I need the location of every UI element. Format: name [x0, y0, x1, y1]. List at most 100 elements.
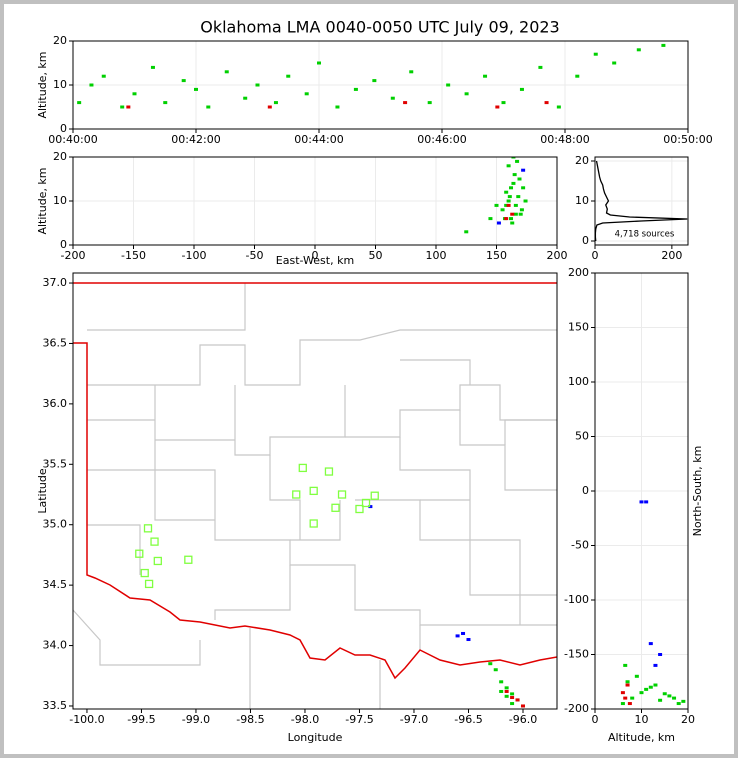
y-tick-label: -100 — [564, 593, 589, 606]
source — [510, 212, 515, 216]
y-tick-label: 35.0 — [43, 518, 68, 531]
x-tick-label: 00:42:00 — [171, 133, 220, 146]
source — [510, 702, 515, 706]
source — [575, 74, 580, 78]
source — [625, 683, 630, 687]
y-tick-label: 10 — [53, 194, 67, 207]
source — [504, 689, 509, 693]
map-base — [73, 282, 557, 709]
x-tick-label: -96.0 — [509, 713, 537, 726]
y-tick-label: 35.5 — [43, 457, 68, 470]
source — [286, 74, 291, 78]
y-tick-label: 20 — [53, 34, 67, 47]
source — [89, 83, 94, 87]
source — [644, 687, 649, 691]
source — [513, 203, 518, 207]
chart-title: Oklahoma LMA 0040-0050 UTC July 09, 2023 — [200, 18, 559, 37]
source — [504, 686, 509, 690]
station — [153, 556, 162, 566]
source — [304, 92, 309, 96]
y-tick-label: 20 — [575, 154, 589, 167]
y-tick-label: 0 — [582, 484, 589, 497]
x-tick-label: 150 — [486, 249, 507, 262]
source — [455, 634, 460, 638]
y-tick-label: 200 — [568, 266, 589, 279]
x-tick-label: 0 — [592, 713, 599, 726]
source — [496, 221, 501, 225]
station — [309, 486, 318, 496]
y-tick-label: 33.5 — [43, 699, 68, 712]
source — [518, 212, 523, 216]
y-tick-label: 34.0 — [43, 639, 68, 652]
source — [625, 680, 630, 684]
source — [511, 181, 516, 185]
x-tick-label: -99.5 — [127, 713, 155, 726]
source — [644, 500, 649, 504]
source — [515, 159, 520, 163]
y-axis-label: Altitude, km — [36, 51, 49, 118]
x-tick-label: 0 — [312, 249, 319, 262]
source — [464, 230, 469, 234]
source — [634, 674, 639, 678]
x-tick-label: -100 — [182, 249, 207, 262]
source — [77, 101, 82, 105]
x-tick-label: 200 — [661, 249, 682, 262]
source — [403, 101, 408, 105]
y-tick-label: 0 — [60, 238, 67, 251]
axes-frame — [72, 156, 558, 246]
source — [515, 698, 520, 702]
y-tick-label: -50 — [571, 539, 589, 552]
y-tick-label: 36.0 — [43, 397, 68, 410]
source — [506, 164, 511, 168]
x-tick-label: -96.5 — [454, 713, 482, 726]
source — [516, 195, 521, 199]
x-tick-label: -200 — [61, 249, 86, 262]
source — [368, 505, 373, 509]
source — [495, 105, 500, 109]
x-tick-label: 50 — [369, 249, 383, 262]
station — [144, 579, 154, 589]
source — [353, 87, 358, 91]
x-tick-label: 00:44:00 — [294, 133, 343, 146]
source — [493, 668, 498, 672]
x-tick-label: -97.5 — [345, 713, 373, 726]
source — [627, 702, 632, 706]
station — [150, 537, 159, 546]
source — [630, 696, 635, 700]
x-tick-label: 100 — [426, 249, 447, 262]
y-tick-label: 100 — [568, 375, 589, 388]
y-tick-label: -200 — [564, 702, 589, 715]
station — [370, 491, 379, 500]
station — [143, 524, 153, 533]
axes-frame — [72, 272, 558, 710]
x-tick-label: -99.0 — [182, 713, 210, 726]
source — [658, 698, 663, 702]
source — [521, 168, 526, 172]
source — [648, 685, 653, 689]
x-tick-label: 10 — [635, 713, 649, 726]
station — [309, 519, 318, 528]
source — [488, 217, 493, 221]
source — [335, 105, 340, 109]
source — [120, 105, 125, 109]
station — [135, 549, 144, 558]
source — [653, 683, 658, 687]
source — [194, 87, 198, 91]
station — [355, 504, 364, 514]
source — [488, 662, 493, 666]
y-tick-label: 10 — [575, 194, 589, 207]
x-tick-label: 20 — [681, 713, 695, 726]
station — [361, 498, 371, 508]
y-tick-label: 10 — [53, 78, 67, 91]
source — [317, 61, 321, 65]
source — [150, 65, 155, 69]
y-tick-label: 0 — [582, 234, 589, 247]
source — [510, 696, 515, 700]
source — [206, 105, 211, 109]
x-tick-label: 00:40:00 — [48, 133, 97, 146]
source — [556, 105, 561, 109]
annotation: 4,718 sources — [615, 230, 675, 240]
y-tick-label: 50 — [575, 430, 589, 443]
source — [519, 208, 524, 212]
